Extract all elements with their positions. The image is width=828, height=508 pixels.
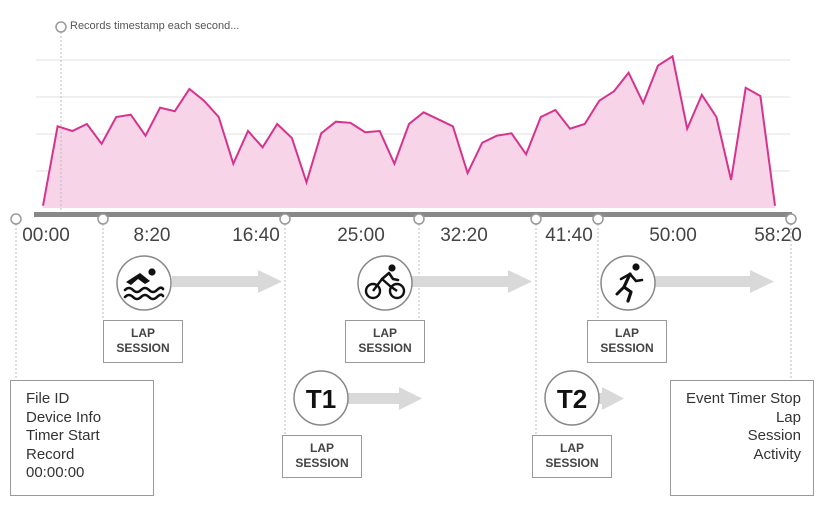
swim-arrow <box>172 270 282 293</box>
t1-lap-session-box: LAP SESSION <box>282 435 362 478</box>
lap-label: LAP <box>131 326 155 340</box>
end-item: Activity <box>753 445 801 463</box>
t1-badge: T1 <box>293 370 349 426</box>
tick-label: 16:40 <box>232 225 280 246</box>
lap-label: LAP <box>560 441 584 455</box>
note-marker <box>55 21 67 33</box>
timeline-axis <box>34 212 792 217</box>
start-item: Timer Start <box>26 427 100 444</box>
end-item: Session <box>747 427 801 444</box>
lap-label: LAP <box>310 441 334 455</box>
tick-marker <box>592 213 604 225</box>
tick-marker <box>279 213 291 225</box>
session-label: SESSION <box>358 341 412 355</box>
run-icon <box>600 255 656 311</box>
start-item: File ID <box>26 390 70 407</box>
tick-markers <box>10 213 797 225</box>
session-label: SESSION <box>545 456 599 470</box>
tick-marker <box>97 213 109 225</box>
note-text: Records timestamp each second... <box>70 20 240 32</box>
t2-badge: T2 <box>544 370 600 426</box>
bike-lap-session-box: LAP SESSION <box>345 320 425 363</box>
tick-marker <box>413 213 425 225</box>
tick-marker <box>530 213 542 225</box>
tick-label: 25:00 <box>337 225 385 246</box>
connectors <box>15 224 792 435</box>
t1-label: T1 <box>306 384 336 414</box>
end-records-box: Event Timer Stop Lap Session Activity <box>670 380 814 496</box>
session-label: SESSION <box>116 341 170 355</box>
start-records-box: File ID Device Info Timer Start Record 0… <box>10 380 154 496</box>
run-lap-session-box: LAP SESSION <box>587 320 667 363</box>
lap-label: LAP <box>373 326 397 340</box>
t2-label: T2 <box>557 384 587 414</box>
start-item: Record <box>26 445 75 463</box>
swim-lap-session-box: LAP SESSION <box>103 320 183 363</box>
t2-lap-session-box: LAP SESSION <box>532 435 612 478</box>
run-arrow <box>652 270 774 293</box>
bike-icon <box>357 255 413 311</box>
arrows <box>172 270 774 410</box>
tick-label: 58:20 <box>754 225 802 246</box>
session-label: SESSION <box>600 341 654 355</box>
tick-label: 00:00 <box>22 225 70 246</box>
start-item: Device Info <box>26 408 102 426</box>
t2-arrow <box>596 387 624 410</box>
tick-label: 8:20 <box>133 225 171 246</box>
tick-label: 41:40 <box>545 225 593 246</box>
bike-arrow <box>410 270 532 293</box>
swim-icon <box>116 255 172 311</box>
end-item: Event Timer Stop <box>685 390 801 407</box>
heart-rate-line <box>42 54 776 206</box>
t1-arrow <box>345 387 422 410</box>
tick-marker <box>785 213 797 225</box>
start-item: 00:00:00 <box>26 464 85 481</box>
tick-label: 32:20 <box>440 225 488 246</box>
tick-marker <box>10 213 22 225</box>
lap-label: LAP <box>615 326 639 340</box>
heart-rate-area <box>43 56 775 208</box>
end-item: Lap <box>775 408 801 426</box>
session-label: SESSION <box>295 456 349 470</box>
tick-label: 50:00 <box>649 225 697 246</box>
